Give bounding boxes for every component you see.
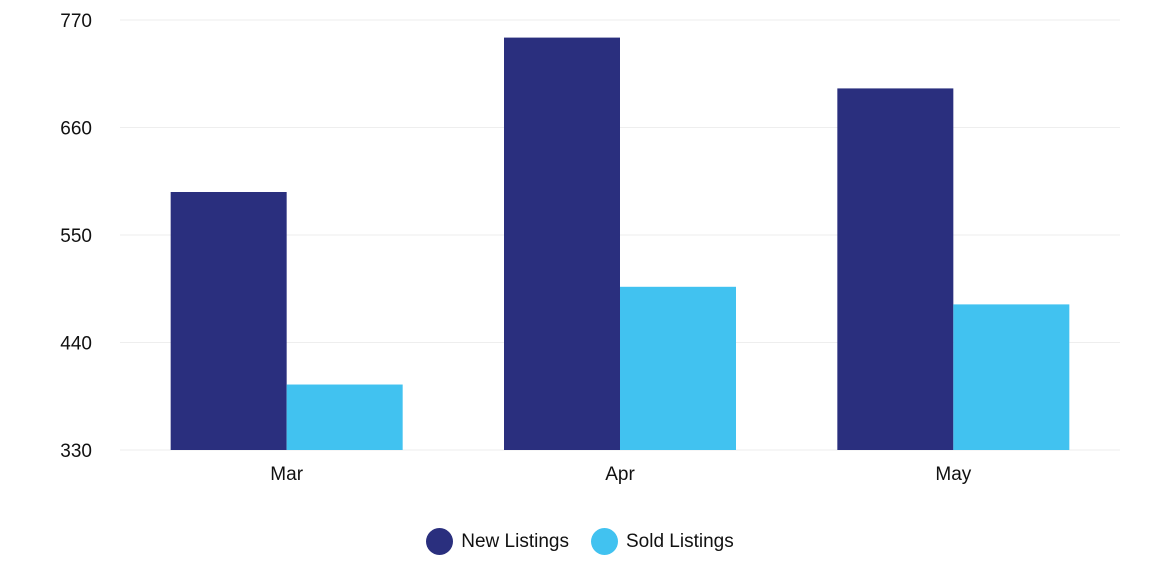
bar-new-listings-apr (504, 37, 620, 450)
bar-sold-listings-apr (620, 286, 736, 450)
bar-sold-listings-mar (286, 384, 403, 450)
y-tick-label: 440 (60, 334, 92, 355)
x-tick-label: Mar (270, 464, 303, 485)
legend-label-new-listings: New Listings (461, 530, 569, 552)
legend-swatch-sold-listings (590, 528, 618, 555)
bar-new-listings-mar (170, 192, 287, 450)
legend: New Listings Sold Listings (0, 528, 1160, 555)
legend-item-new-listings[interactable]: New Listings (426, 528, 569, 555)
bar-new-listings-may (837, 88, 954, 450)
bar-sold-listings-may (953, 304, 1070, 450)
y-tick-label: 330 (60, 441, 92, 462)
legend-item-sold-listings[interactable]: Sold Listings (590, 528, 734, 555)
x-tick-label: Apr (605, 464, 635, 485)
y-tick-label: 550 (60, 226, 92, 247)
y-tick-label: 770 (60, 11, 92, 32)
legend-label-sold-listings: Sold Listings (625, 530, 734, 552)
y-tick-label: 660 (60, 119, 92, 140)
legend-swatch-new-listings (426, 528, 454, 555)
bar-chart-svg: 770 660 550 440 330 Mar Apr May (60, 11, 1120, 485)
x-tick-label: May (935, 464, 971, 485)
